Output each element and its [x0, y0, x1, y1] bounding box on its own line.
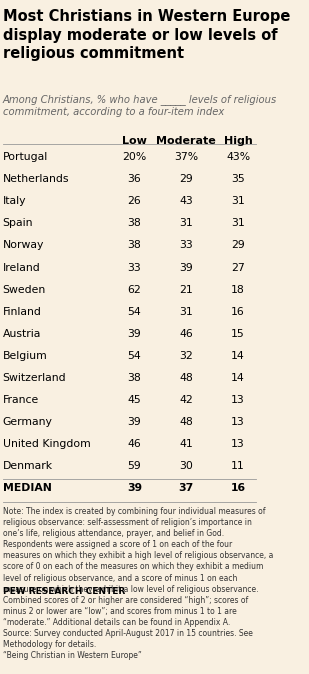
Text: Austria: Austria — [2, 329, 41, 339]
Text: 13: 13 — [231, 417, 245, 427]
Text: 38: 38 — [128, 218, 142, 228]
Text: 36: 36 — [128, 175, 142, 184]
Text: 39: 39 — [128, 417, 142, 427]
Text: 35: 35 — [231, 175, 245, 184]
Text: 18: 18 — [231, 284, 245, 295]
Text: Belgium: Belgium — [2, 350, 47, 361]
Text: 33: 33 — [180, 241, 193, 251]
Text: 20%: 20% — [122, 152, 147, 162]
Text: Italy: Italy — [2, 196, 26, 206]
Text: 41: 41 — [180, 439, 193, 449]
Text: 48: 48 — [180, 417, 193, 427]
Text: Among Christians, % who have _____ levels of religious
commitment, according to : Among Christians, % who have _____ level… — [2, 94, 277, 117]
Text: 26: 26 — [128, 196, 142, 206]
Text: 39: 39 — [127, 483, 142, 493]
Text: 62: 62 — [128, 284, 142, 295]
Text: 39: 39 — [180, 263, 193, 272]
Text: 29: 29 — [180, 175, 193, 184]
Text: High: High — [224, 136, 252, 146]
Text: 54: 54 — [128, 307, 142, 317]
Text: 39: 39 — [128, 329, 142, 339]
Text: Portugal: Portugal — [2, 152, 48, 162]
Text: Spain: Spain — [2, 218, 33, 228]
Text: 15: 15 — [231, 329, 245, 339]
Text: 11: 11 — [231, 461, 245, 471]
Text: 31: 31 — [231, 196, 245, 206]
Text: Note: The index is created by combining four individual measures of
religious ob: Note: The index is created by combining … — [2, 507, 273, 661]
Text: 31: 31 — [180, 307, 193, 317]
Text: 14: 14 — [231, 350, 245, 361]
Text: 16: 16 — [231, 483, 246, 493]
Text: Finland: Finland — [2, 307, 41, 317]
Text: 14: 14 — [231, 373, 245, 383]
Text: 21: 21 — [180, 284, 193, 295]
Text: France: France — [2, 395, 39, 405]
Text: 31: 31 — [180, 218, 193, 228]
Text: Ireland: Ireland — [2, 263, 40, 272]
Text: Denmark: Denmark — [2, 461, 53, 471]
Text: 59: 59 — [128, 461, 142, 471]
Text: Low: Low — [122, 136, 147, 146]
Text: 13: 13 — [231, 395, 245, 405]
Text: 45: 45 — [128, 395, 142, 405]
Text: 46: 46 — [128, 439, 142, 449]
Text: 31: 31 — [231, 218, 245, 228]
Text: 27: 27 — [231, 263, 245, 272]
Text: 43%: 43% — [226, 152, 250, 162]
Text: 16: 16 — [231, 307, 245, 317]
Text: 46: 46 — [180, 329, 193, 339]
Text: 43: 43 — [180, 196, 193, 206]
Text: 54: 54 — [128, 350, 142, 361]
Text: 33: 33 — [128, 263, 142, 272]
Text: 32: 32 — [180, 350, 193, 361]
Text: United Kingdom: United Kingdom — [2, 439, 90, 449]
Text: Norway: Norway — [2, 241, 44, 251]
Text: 38: 38 — [128, 241, 142, 251]
Text: 37%: 37% — [174, 152, 198, 162]
Text: MEDIAN: MEDIAN — [2, 483, 52, 493]
Text: 38: 38 — [128, 373, 142, 383]
Text: 37: 37 — [179, 483, 194, 493]
Text: Switzerland: Switzerland — [2, 373, 66, 383]
Text: 13: 13 — [231, 439, 245, 449]
Text: Sweden: Sweden — [2, 284, 46, 295]
Text: 30: 30 — [179, 461, 193, 471]
Text: 48: 48 — [180, 373, 193, 383]
Text: 42: 42 — [180, 395, 193, 405]
Text: PEW RESEARCH CENTER: PEW RESEARCH CENTER — [2, 588, 125, 596]
Text: 29: 29 — [231, 241, 245, 251]
Text: Germany: Germany — [2, 417, 53, 427]
Text: Moderate: Moderate — [156, 136, 216, 146]
Text: Most Christians in Western Europe
display moderate or low levels of
religious co: Most Christians in Western Europe displa… — [2, 9, 290, 61]
Text: Netherlands: Netherlands — [2, 175, 69, 184]
